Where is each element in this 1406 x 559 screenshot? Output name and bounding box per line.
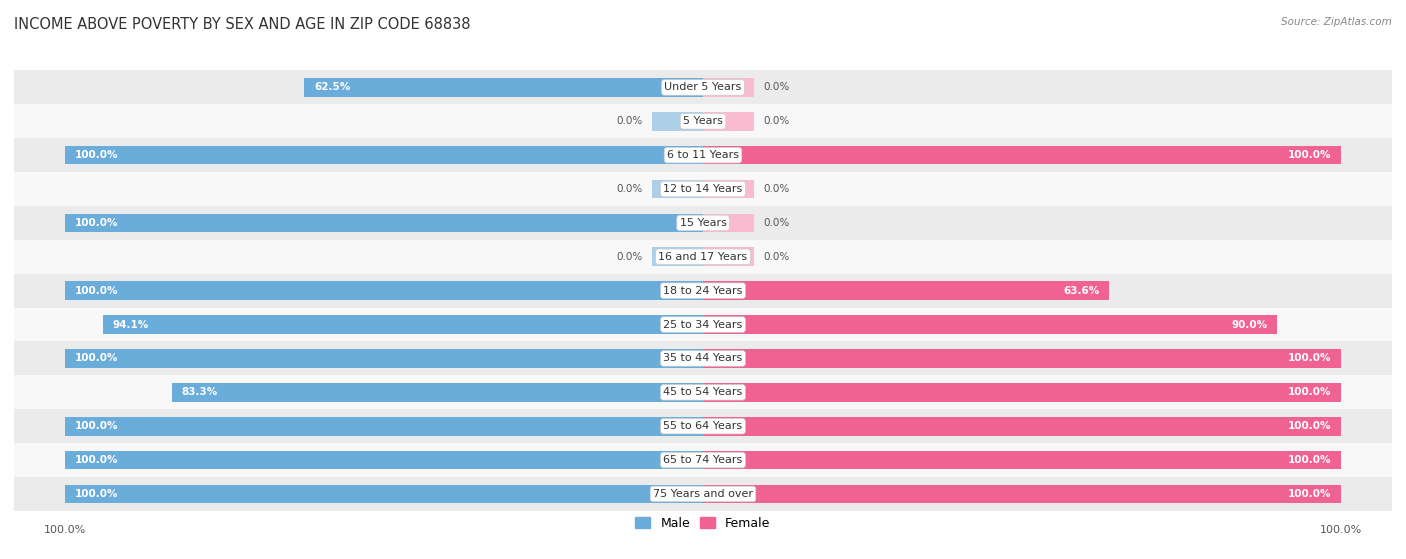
- Bar: [703, 248, 754, 266]
- Bar: [703, 146, 1341, 164]
- Text: 62.5%: 62.5%: [314, 82, 350, 92]
- Text: 0.0%: 0.0%: [616, 184, 643, 194]
- Bar: [172, 383, 703, 401]
- Bar: [1, 240, 1405, 274]
- Text: INCOME ABOVE POVERTY BY SEX AND AGE IN ZIP CODE 68838: INCOME ABOVE POVERTY BY SEX AND AGE IN Z…: [14, 17, 471, 32]
- Text: 100.0%: 100.0%: [1288, 150, 1331, 160]
- Bar: [1, 342, 1405, 376]
- Text: 25 to 34 Years: 25 to 34 Years: [664, 320, 742, 330]
- Text: 6 to 11 Years: 6 to 11 Years: [666, 150, 740, 160]
- Text: 15 Years: 15 Years: [679, 218, 727, 228]
- Text: 90.0%: 90.0%: [1232, 320, 1268, 330]
- Bar: [103, 315, 703, 334]
- Bar: [1, 206, 1405, 240]
- Text: 0.0%: 0.0%: [616, 252, 643, 262]
- Text: 0.0%: 0.0%: [763, 252, 790, 262]
- Bar: [652, 112, 703, 131]
- Bar: [1, 307, 1405, 342]
- Text: 45 to 54 Years: 45 to 54 Years: [664, 387, 742, 397]
- Text: 100.0%: 100.0%: [1288, 353, 1331, 363]
- Bar: [703, 451, 1341, 470]
- Bar: [65, 146, 703, 164]
- Bar: [1, 274, 1405, 307]
- Text: Under 5 Years: Under 5 Years: [665, 82, 741, 92]
- Bar: [1, 70, 1405, 105]
- Text: 18 to 24 Years: 18 to 24 Years: [664, 286, 742, 296]
- Legend: Male, Female: Male, Female: [630, 512, 776, 535]
- Bar: [703, 383, 1341, 401]
- Text: 63.6%: 63.6%: [1063, 286, 1099, 296]
- Text: 16 and 17 Years: 16 and 17 Years: [658, 252, 748, 262]
- Bar: [703, 315, 1277, 334]
- Text: 12 to 14 Years: 12 to 14 Years: [664, 184, 742, 194]
- Bar: [703, 78, 754, 97]
- Text: 0.0%: 0.0%: [763, 218, 790, 228]
- Text: 0.0%: 0.0%: [763, 184, 790, 194]
- Text: 0.0%: 0.0%: [763, 116, 790, 126]
- Text: 100.0%: 100.0%: [1288, 421, 1331, 431]
- Bar: [65, 417, 703, 435]
- Text: 94.1%: 94.1%: [112, 320, 149, 330]
- Text: 100.0%: 100.0%: [75, 489, 118, 499]
- Bar: [1, 172, 1405, 206]
- Bar: [65, 214, 703, 232]
- Bar: [1, 409, 1405, 443]
- Text: 100.0%: 100.0%: [1288, 489, 1331, 499]
- Bar: [304, 78, 703, 97]
- Text: 0.0%: 0.0%: [616, 116, 643, 126]
- Text: 100.0%: 100.0%: [75, 286, 118, 296]
- Bar: [65, 349, 703, 368]
- Text: 55 to 64 Years: 55 to 64 Years: [664, 421, 742, 431]
- Bar: [703, 214, 754, 232]
- Bar: [1, 138, 1405, 172]
- Text: 100.0%: 100.0%: [75, 218, 118, 228]
- Bar: [703, 112, 754, 131]
- Bar: [1, 105, 1405, 138]
- Bar: [703, 349, 1341, 368]
- Text: 75 Years and over: 75 Years and over: [652, 489, 754, 499]
- Bar: [1, 443, 1405, 477]
- Text: 35 to 44 Years: 35 to 44 Years: [664, 353, 742, 363]
- Bar: [65, 485, 703, 503]
- Text: 65 to 74 Years: 65 to 74 Years: [664, 455, 742, 465]
- Text: 100.0%: 100.0%: [75, 421, 118, 431]
- Bar: [1, 477, 1405, 511]
- Bar: [703, 281, 1109, 300]
- Text: 100.0%: 100.0%: [75, 455, 118, 465]
- Text: 83.3%: 83.3%: [181, 387, 218, 397]
- Bar: [703, 485, 1341, 503]
- Bar: [65, 281, 703, 300]
- Text: Source: ZipAtlas.com: Source: ZipAtlas.com: [1281, 17, 1392, 27]
- Text: 5 Years: 5 Years: [683, 116, 723, 126]
- Bar: [65, 451, 703, 470]
- Text: 100.0%: 100.0%: [75, 353, 118, 363]
- Text: 100.0%: 100.0%: [1288, 387, 1331, 397]
- Bar: [703, 417, 1341, 435]
- Bar: [703, 180, 754, 198]
- Text: 0.0%: 0.0%: [763, 82, 790, 92]
- Bar: [1, 376, 1405, 409]
- Bar: [652, 180, 703, 198]
- Text: 100.0%: 100.0%: [1288, 455, 1331, 465]
- Text: 100.0%: 100.0%: [75, 150, 118, 160]
- Bar: [652, 248, 703, 266]
